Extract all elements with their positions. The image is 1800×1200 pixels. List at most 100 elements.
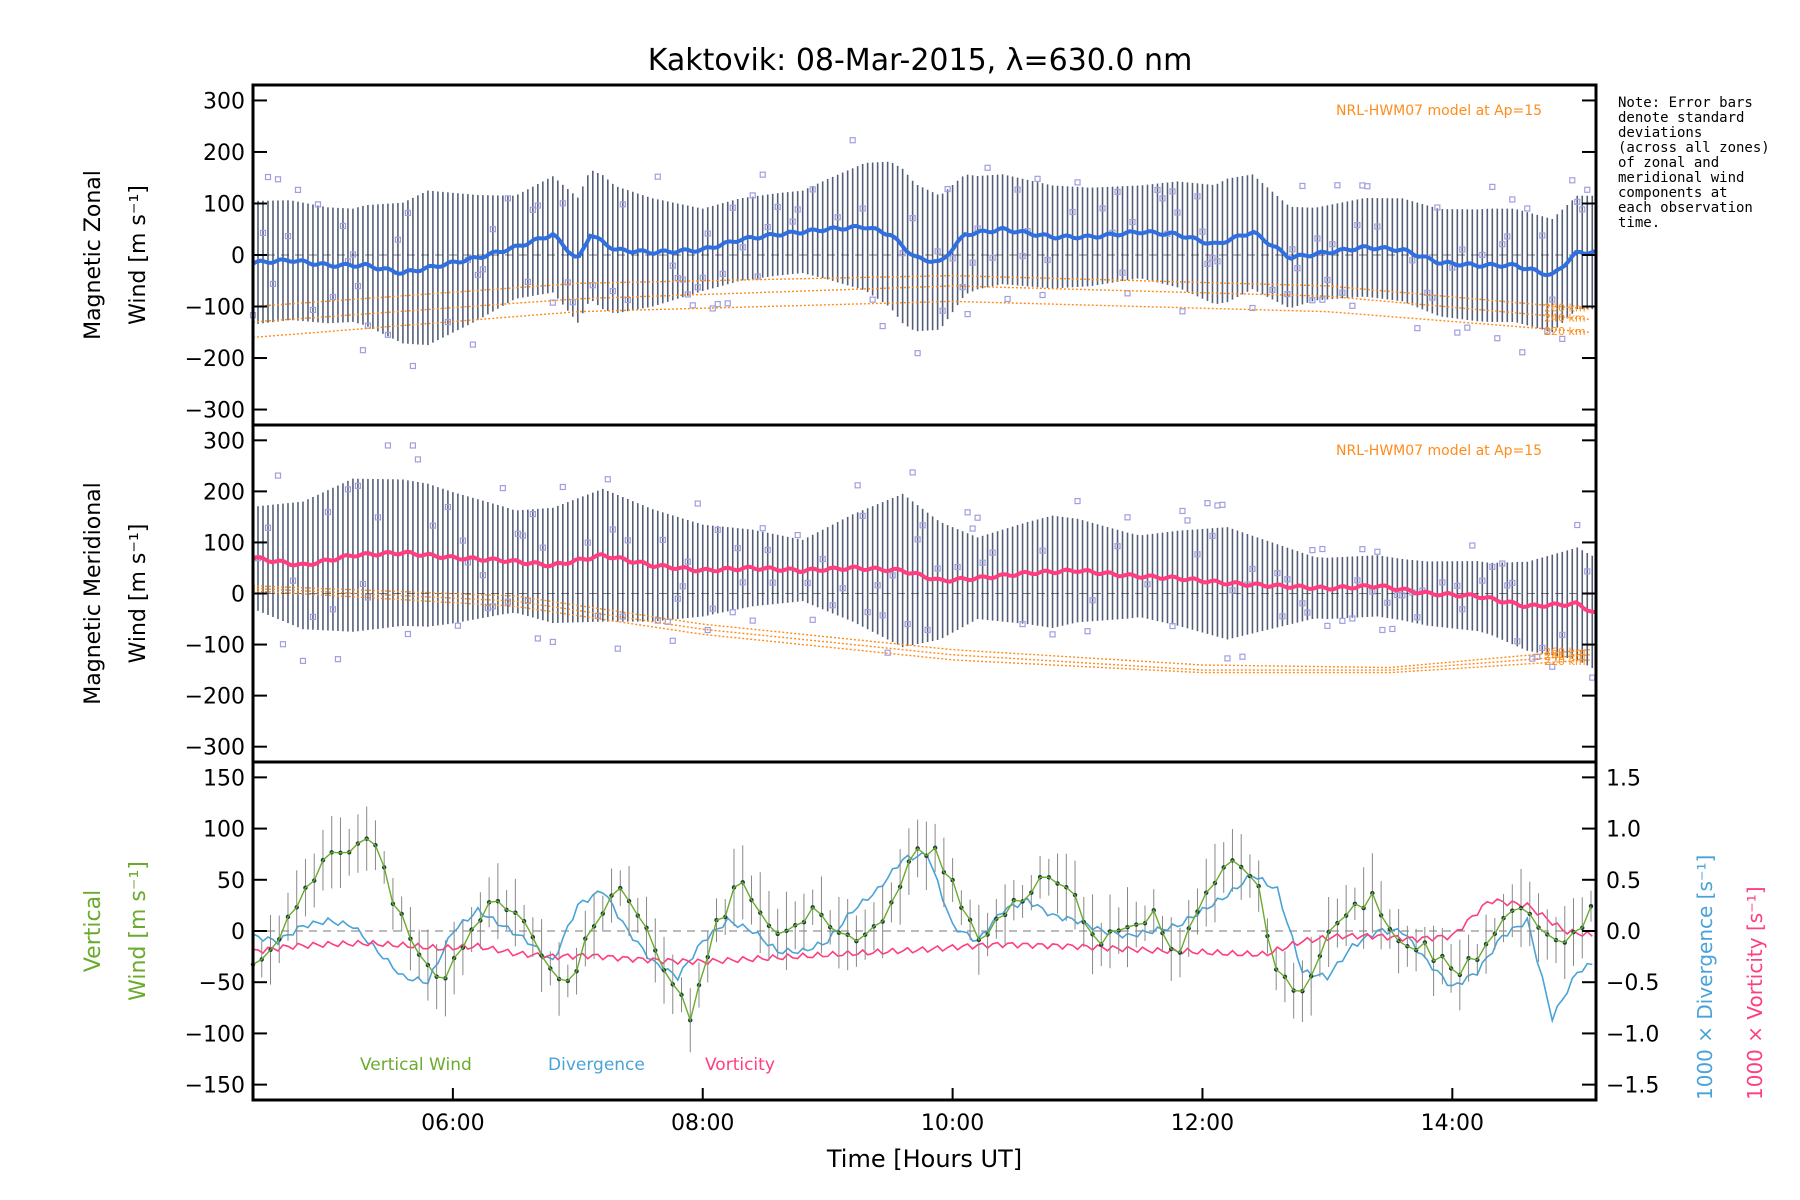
scatter-square-marker <box>1479 577 1486 584</box>
note-line: meridional wind <box>1618 170 1745 186</box>
right-tick-label: 0.5 <box>1606 869 1641 894</box>
scatter-square-marker <box>1049 631 1056 638</box>
scatter-square-marker <box>654 173 661 180</box>
scatter-square-marker <box>849 137 856 144</box>
scatter-square-marker <box>359 580 367 588</box>
scatter-square-marker <box>1119 269 1126 276</box>
scatter-square-marker <box>559 483 566 491</box>
scatter-square-marker <box>1329 241 1336 248</box>
scatter-points <box>249 137 1591 370</box>
scatter-square-marker <box>1479 251 1486 258</box>
scatter-square-marker <box>889 572 896 579</box>
scatter-square-marker <box>1354 221 1361 229</box>
scatter-square-marker <box>499 485 506 492</box>
scatter-square-marker <box>1324 622 1331 629</box>
scatter-square-marker <box>914 350 921 357</box>
legend-vertical-wind: Vertical Wind <box>360 1055 472 1075</box>
model-curve <box>252 274 1590 310</box>
scatter-square-marker <box>714 526 721 533</box>
scatter-square-marker <box>604 476 611 483</box>
note-line: Note: Error bars <box>1618 95 1753 111</box>
scatter-square-marker <box>259 229 267 237</box>
scatter-square-marker <box>529 206 536 213</box>
scatter-square-marker <box>719 270 726 277</box>
x-axis-label: Time [Hours UT] <box>826 1145 1022 1173</box>
scatter-square-marker <box>1319 296 1326 303</box>
scatter-square-marker <box>1454 582 1461 589</box>
vorticity-line <box>252 898 1593 966</box>
y-tick-label: 100 <box>203 531 245 556</box>
scatter-square-marker <box>274 176 282 183</box>
scatter-square-marker <box>704 230 711 237</box>
scatter-square-marker <box>344 486 352 493</box>
scatter-square-marker <box>839 585 846 592</box>
scatter-square-marker <box>1004 295 1011 303</box>
scatter-square-marker <box>384 442 392 449</box>
note-line: denote standard <box>1618 110 1745 126</box>
scatter-square-marker <box>1074 497 1081 505</box>
scatter-square-marker <box>654 617 661 624</box>
scatter-square-marker <box>1069 208 1076 216</box>
scatter-square-marker <box>689 302 696 309</box>
scatter-square-marker <box>534 635 541 642</box>
scatter-square-marker <box>899 250 906 257</box>
y-tick-label: 300 <box>203 89 245 114</box>
y-tick-label: −300 <box>185 736 245 761</box>
scatter-square-marker <box>489 226 496 233</box>
scatter-square-marker <box>1349 302 1356 309</box>
scatter-square-marker <box>529 510 536 518</box>
error-bar-note: Note: Error bars denote standard deviati… <box>1618 96 1788 231</box>
scatter-square-marker <box>309 306 317 314</box>
scatter-square-marker <box>879 612 886 619</box>
scatter-square-marker <box>1249 304 1256 312</box>
scatter-square-marker <box>1314 235 1321 242</box>
vertical-wind-points <box>250 806 1594 1053</box>
right-tick-label: 1.0 <box>1606 818 1641 843</box>
scatter-square-marker <box>279 641 287 648</box>
scatter-square-marker <box>594 612 601 619</box>
scatter-square-marker <box>1539 232 1546 239</box>
scatter-square-marker <box>1509 196 1516 203</box>
scatter-square-marker <box>1144 581 1151 588</box>
scatter-square-marker <box>354 282 362 290</box>
scatter-square-marker <box>1129 218 1136 226</box>
scatter-square-marker <box>329 606 337 613</box>
scatter-square-marker <box>984 164 991 171</box>
scatter-square-marker <box>749 617 756 624</box>
y-tick-label: −100 <box>185 634 245 659</box>
scatter-square-marker <box>1339 289 1346 296</box>
note-line: each observation <box>1618 200 1753 216</box>
scatter-square-marker <box>1209 532 1216 539</box>
scatter-square-marker <box>674 595 681 602</box>
scatter-square-marker <box>284 233 292 240</box>
scatter-square-marker <box>1194 193 1201 200</box>
y-axis-label-line1: Vertical <box>81 890 106 972</box>
y-tick-label: 200 <box>203 480 245 505</box>
scatter-square-marker <box>1284 290 1291 298</box>
y-tick-label: −100 <box>185 1022 245 1047</box>
scatter-square-marker <box>609 526 616 533</box>
scatter-square-marker <box>809 616 816 623</box>
legend-divergence: Divergence <box>548 1055 645 1075</box>
panel-vertical: Vertical Wind Divergence Vorticity 1.5 1.0 0.… <box>81 760 1767 1173</box>
scatter-square-marker <box>1379 626 1386 634</box>
scatter-square-marker <box>309 613 317 621</box>
scatter-square-marker <box>794 206 801 213</box>
scatter-square-marker <box>729 204 736 211</box>
scatter-square-marker <box>1284 576 1291 583</box>
scatter-square-marker <box>334 656 342 663</box>
model-curve <box>252 590 1590 674</box>
y-axis-label-line1: Magnetic Zonal <box>81 170 106 340</box>
scatter-square-marker <box>1579 206 1586 213</box>
scatter-square-marker <box>329 293 337 301</box>
right-tick-label: −1.5 <box>1606 1074 1659 1099</box>
scatter-square-marker <box>864 609 871 616</box>
scatter-square-marker <box>1489 183 1496 190</box>
scatter-square-marker <box>1179 308 1186 315</box>
scatter-square-marker <box>1469 542 1476 549</box>
scatter-square-marker <box>694 284 701 291</box>
scatter-square-marker <box>699 274 706 281</box>
scatter-square-marker <box>1434 204 1441 211</box>
